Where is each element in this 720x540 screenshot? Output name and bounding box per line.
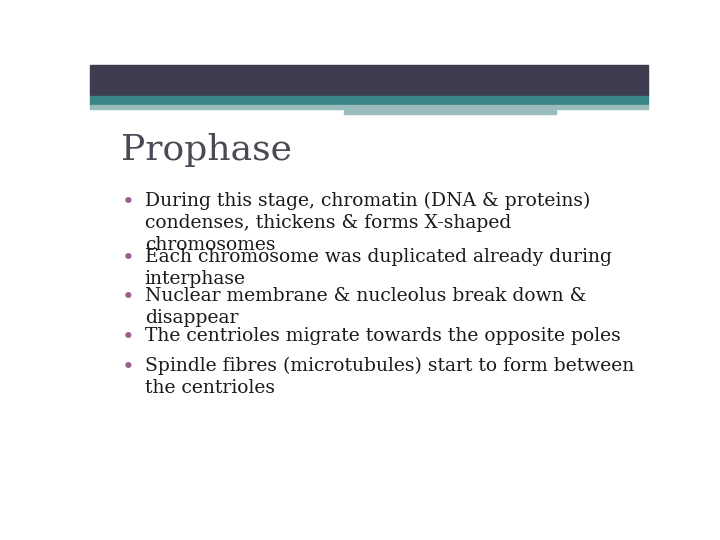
Text: •: • (122, 327, 135, 347)
Text: Prophase: Prophase (121, 133, 292, 167)
Text: Nuclear membrane & nucleolus break down &
disappear: Nuclear membrane & nucleolus break down … (145, 287, 586, 327)
Bar (90, 65, 648, 96)
Bar (90, 96, 648, 105)
Bar (90, 105, 344, 109)
Text: The centrioles migrate towards the opposite poles: The centrioles migrate towards the oppos… (145, 327, 621, 345)
Text: •: • (122, 248, 135, 268)
Bar (344, 109, 556, 114)
Text: During this stage, chromatin (DNA & proteins)
condenses, thickens & forms X-shap: During this stage, chromatin (DNA & prot… (145, 192, 590, 254)
Text: •: • (122, 287, 135, 307)
Bar (344, 105, 648, 109)
Text: Each chromosome was duplicated already during
interphase: Each chromosome was duplicated already d… (145, 248, 611, 288)
Text: •: • (122, 192, 135, 212)
Text: •: • (122, 357, 135, 377)
Text: Spindle fibres (microtubules) start to form between
the centrioles: Spindle fibres (microtubules) start to f… (145, 357, 634, 397)
